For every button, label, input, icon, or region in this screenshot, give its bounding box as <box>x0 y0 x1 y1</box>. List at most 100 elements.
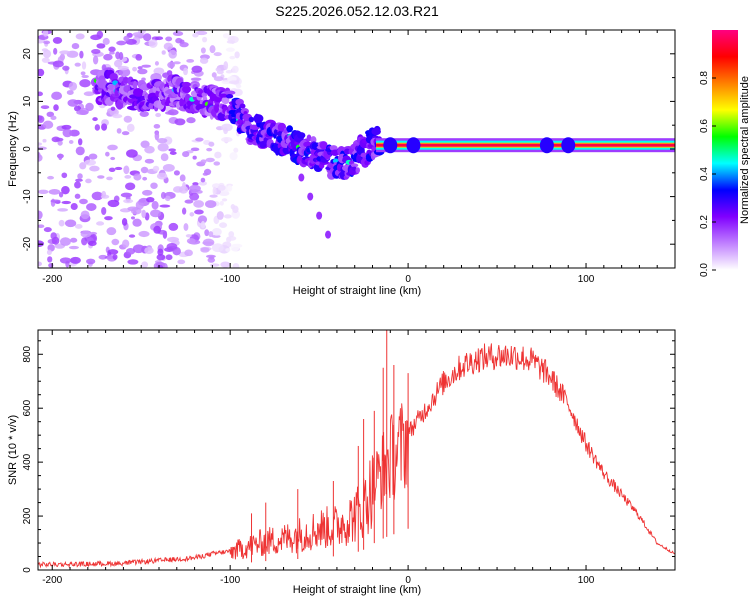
noise-cell <box>211 72 217 78</box>
noise-cell <box>166 243 178 250</box>
noise-cell <box>144 145 155 154</box>
colorbar-tick-label: 0.6 <box>699 119 710 133</box>
ridge-cell <box>116 99 122 110</box>
noise-cell <box>103 53 113 61</box>
noise-cell <box>200 177 206 183</box>
ridge-cell <box>277 122 287 132</box>
noise-cell <box>219 222 228 229</box>
noise-cell <box>223 214 232 219</box>
noise-cell <box>59 50 71 55</box>
snr-panel: -200 -100 0 100 0 200 400 600 800 Height of stra… <box>7 329 676 596</box>
tone-burst <box>406 137 421 154</box>
noise-cell <box>200 47 206 54</box>
noise-cell <box>200 159 207 164</box>
noise-cell <box>151 201 159 210</box>
ridge-cell <box>239 103 246 109</box>
noise-cell <box>79 50 84 59</box>
noise-cell <box>139 111 149 117</box>
noise-cell <box>213 52 222 57</box>
noise-cell <box>58 153 63 161</box>
noise-cell <box>38 210 43 220</box>
streak-cell <box>325 230 332 239</box>
noise-cell <box>126 123 135 132</box>
noise-cell <box>38 68 45 77</box>
tone-burst <box>561 137 576 154</box>
noise-cell <box>38 154 43 162</box>
spectrogram-y-axis-label: Frequency (Hz) <box>7 111 19 187</box>
noise-cell <box>89 231 98 236</box>
noise-cell <box>126 149 138 158</box>
ridge-cell <box>303 141 312 148</box>
noise-cell <box>189 184 201 193</box>
snr-y-tick-label: 400 <box>22 453 33 470</box>
spectrogram-cells <box>38 30 675 268</box>
noise-cell <box>61 200 72 205</box>
noise-cell <box>221 198 228 202</box>
ridge-cell <box>132 80 138 90</box>
noise-cell <box>131 216 136 220</box>
noise-cell <box>228 231 235 238</box>
noise-cell <box>173 170 180 176</box>
spectrogram-y-tick-label: 10 <box>22 95 33 107</box>
noise-cell <box>161 50 166 55</box>
noise-cell <box>137 66 143 70</box>
noise-cell <box>107 249 119 255</box>
noise-cell <box>199 57 209 64</box>
noise-cell <box>155 36 164 41</box>
streak-cell <box>316 211 323 220</box>
noise-cell <box>192 33 199 38</box>
noise-cell <box>91 48 101 54</box>
noise-cell <box>89 165 100 172</box>
noise-cell <box>220 261 231 268</box>
noise-cell <box>80 230 92 238</box>
noise-cell <box>148 39 158 48</box>
noise-cell <box>41 48 48 52</box>
noise-cell <box>38 115 45 124</box>
noise-cell <box>42 49 52 59</box>
noise-cell <box>229 152 238 161</box>
noise-cell <box>150 182 158 190</box>
noise-cell <box>167 61 176 69</box>
colorbar-tick-label: 0.4 <box>699 167 710 181</box>
noise-cell <box>200 220 206 229</box>
noise-cell <box>142 176 148 181</box>
noise-cell <box>163 136 173 145</box>
noise-cell <box>211 243 224 253</box>
noise-cell <box>101 123 108 131</box>
noise-cell <box>108 46 116 53</box>
noise-cell <box>144 158 155 164</box>
ridge-cell <box>132 88 144 97</box>
noise-cell <box>179 42 189 48</box>
noise-cell <box>38 240 45 247</box>
ridge-cell <box>109 72 118 82</box>
noise-cell <box>125 248 136 255</box>
noise-cell <box>125 182 136 191</box>
streak-cell <box>298 173 305 182</box>
noise-cell <box>96 30 104 39</box>
noise-cell <box>110 106 116 111</box>
noise-cell <box>141 209 147 219</box>
noise-cell <box>113 59 123 68</box>
noise-cell <box>61 172 68 179</box>
noise-cell <box>132 244 145 254</box>
noise-cell <box>192 182 199 186</box>
colorbar-label: Normalized spectral amplitude <box>739 76 750 224</box>
noise-cell <box>190 147 200 152</box>
noise-cell <box>168 148 177 152</box>
noise-cell <box>47 175 55 180</box>
noise-cell <box>77 138 83 146</box>
noise-cell <box>172 31 184 37</box>
noise-cell <box>73 105 82 112</box>
noise-cell <box>165 111 175 115</box>
ridge-cell <box>355 167 360 174</box>
noise-cell <box>157 248 164 256</box>
snr-x-tick-label: 100 <box>578 575 595 586</box>
noise-cell <box>114 166 123 171</box>
noise-cell <box>225 248 231 252</box>
ridge-cell <box>344 148 351 155</box>
noise-cell <box>193 200 205 208</box>
noise-cell <box>135 200 144 210</box>
noise-cell <box>80 71 86 76</box>
snr-x-tick-label: 0 <box>405 575 411 586</box>
noise-cell <box>182 151 190 158</box>
